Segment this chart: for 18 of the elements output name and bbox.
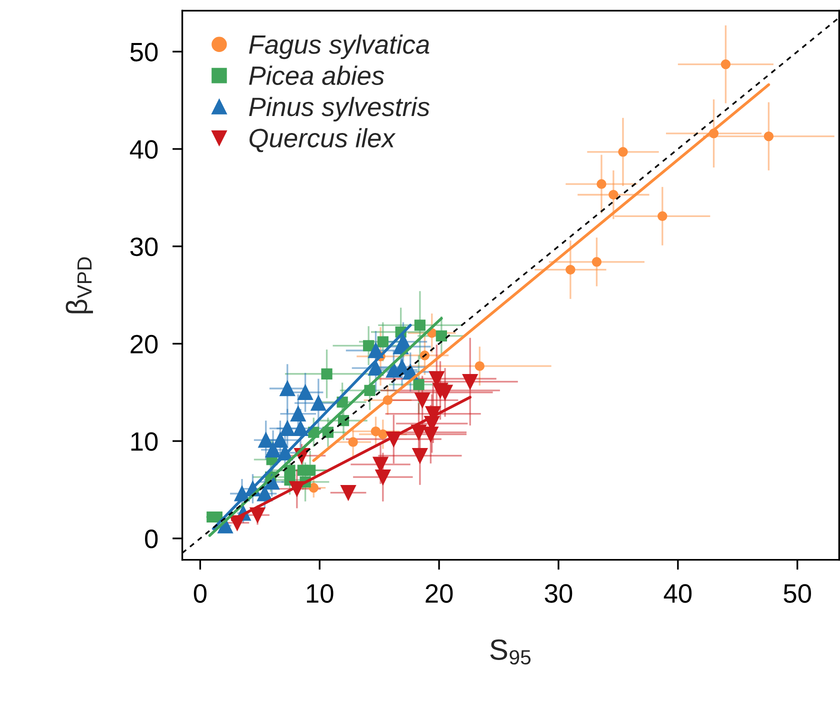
legend-label: Fagus sylvatica (249, 34, 430, 60)
y-tick-label: 30 (130, 237, 158, 256)
legend-label: Quercus ilex (250, 128, 396, 152)
y-tick-label: 40 (130, 140, 158, 159)
y-tick-label: 0 (145, 530, 158, 548)
x-tick-label: 40 (664, 584, 692, 603)
y-tick-label: 50 (130, 42, 158, 62)
y-axis-title: β$_{VPD}$ (66, 257, 93, 314)
x-tick-label: 30 (544, 584, 572, 603)
x-axis-title: S$_{95}$ (490, 639, 531, 665)
x-tick-label: 10 (306, 584, 334, 603)
y-tick-label: 20 (130, 334, 158, 354)
x-tick-label: 20 (426, 584, 453, 603)
legend-label: Pinus sylvestris (249, 96, 430, 122)
legend-label: Picea abies (249, 66, 384, 86)
x-tick-label: 0 (194, 584, 206, 603)
x-tick-label: 50 (784, 584, 812, 603)
y-tick-label: 10 (131, 432, 158, 451)
